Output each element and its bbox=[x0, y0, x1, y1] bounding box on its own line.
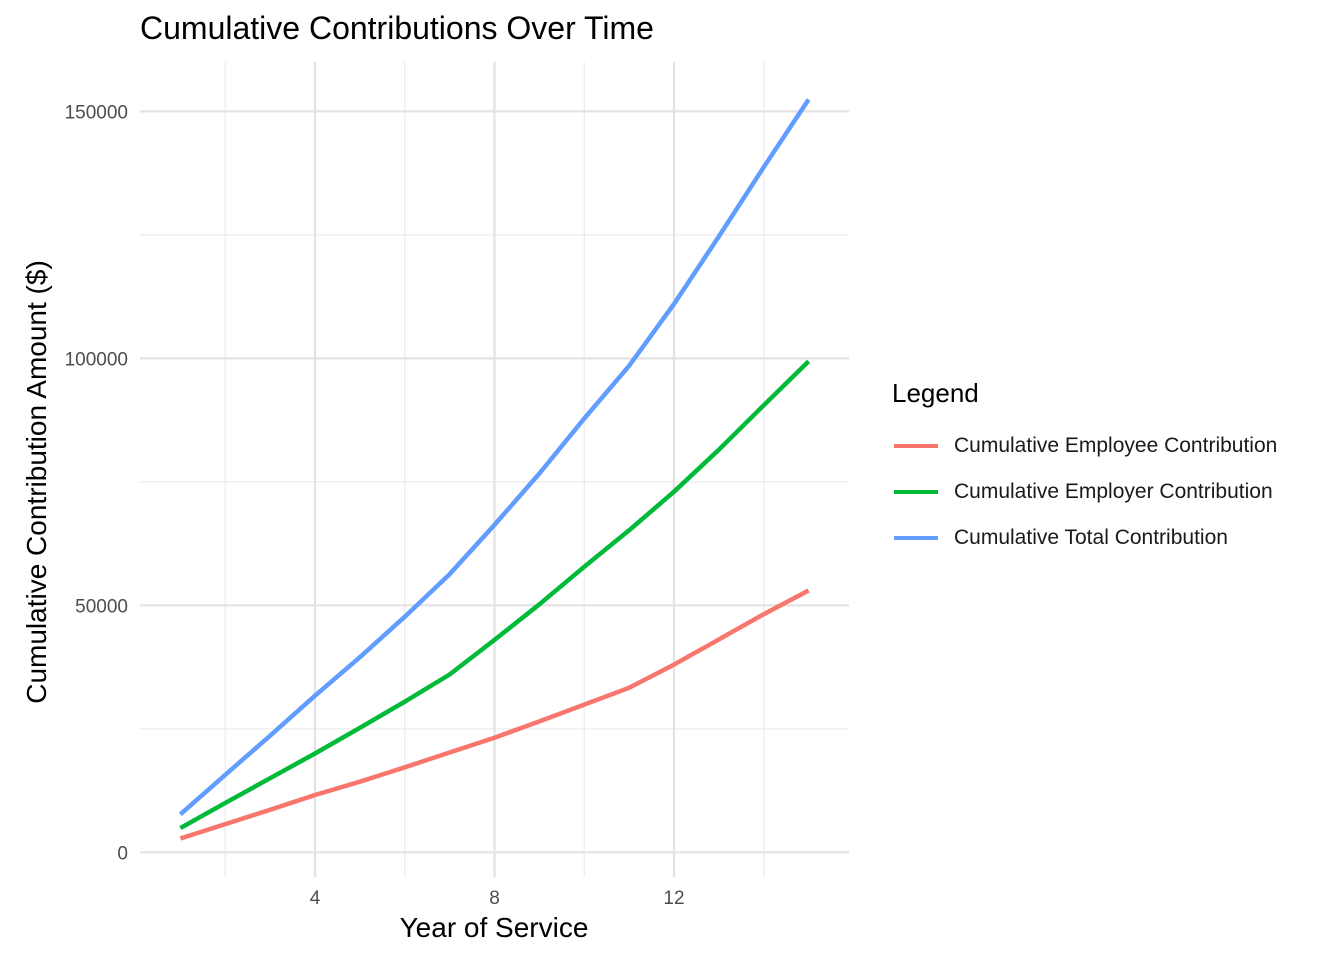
legend-item-employee: Cumulative Employee Contribution bbox=[892, 431, 1277, 461]
y-axis-label: Cumulative Contribution Amount ($) bbox=[21, 260, 52, 704]
legend-label-total: Cumulative Total Contribution bbox=[954, 526, 1228, 549]
legend-label-employer: Cumulative Employer Contribution bbox=[954, 480, 1273, 503]
y-tick-label: 100000 bbox=[65, 349, 128, 370]
legend-key-employee bbox=[894, 444, 938, 448]
legend-item-total: Cumulative Total Contribution bbox=[892, 523, 1228, 553]
legend-item-employer: Cumulative Employer Contribution bbox=[892, 477, 1273, 507]
x-axis-label: Year of Service bbox=[399, 912, 589, 943]
x-tick-label: 12 bbox=[663, 888, 684, 909]
y-tick-label: 150000 bbox=[65, 102, 128, 123]
legend-key-total bbox=[894, 536, 938, 540]
series-line-cumulative-employer-contribution bbox=[179, 359, 811, 831]
series-line-cumulative-total-contribution bbox=[178, 98, 811, 816]
series-line-cumulative-employee-contribution bbox=[179, 588, 810, 841]
y-tick-label: 0 bbox=[117, 843, 128, 864]
x-tick-label: 4 bbox=[310, 888, 321, 909]
x-tick-label: 8 bbox=[489, 888, 500, 909]
y-tick-label: 50000 bbox=[75, 596, 128, 617]
legend-key-employer bbox=[894, 490, 938, 494]
legend-title: Legend bbox=[892, 378, 979, 408]
legend-label-employee: Cumulative Employee Contribution bbox=[954, 434, 1278, 457]
chart-title: Cumulative Contributions Over Time bbox=[140, 10, 654, 46]
